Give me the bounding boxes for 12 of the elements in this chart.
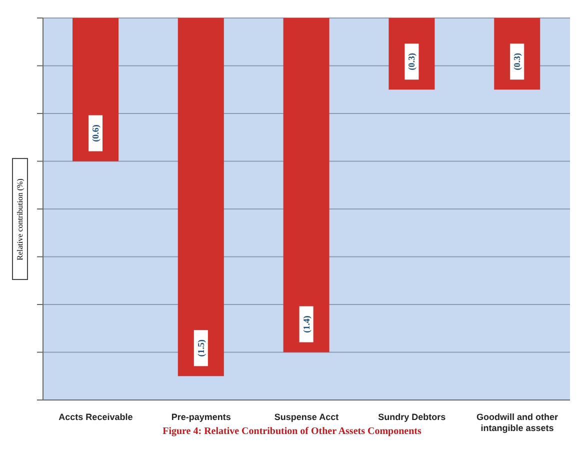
x-tick-label: Goodwill and other intangible assets (476, 412, 559, 433)
data-label: (0.6) (90, 124, 101, 142)
y-axis-title: Relative contribution (%) (16, 178, 25, 260)
x-tick-label: Suspense Acct (274, 412, 339, 422)
x-tick-label: Sundry Debtors (378, 412, 446, 422)
data-label: (1.4) (301, 316, 312, 333)
data-label: (1.5) (196, 340, 206, 357)
text: Figure 4: Relative Contribution of Other Assets Components (162, 426, 422, 437)
x-tick-label: Accts Receivable (58, 412, 133, 422)
x-tick-label: Pre-payments (171, 412, 231, 422)
data-label: (0.3) (512, 53, 522, 70)
data-label: (0.3) (406, 53, 417, 70)
